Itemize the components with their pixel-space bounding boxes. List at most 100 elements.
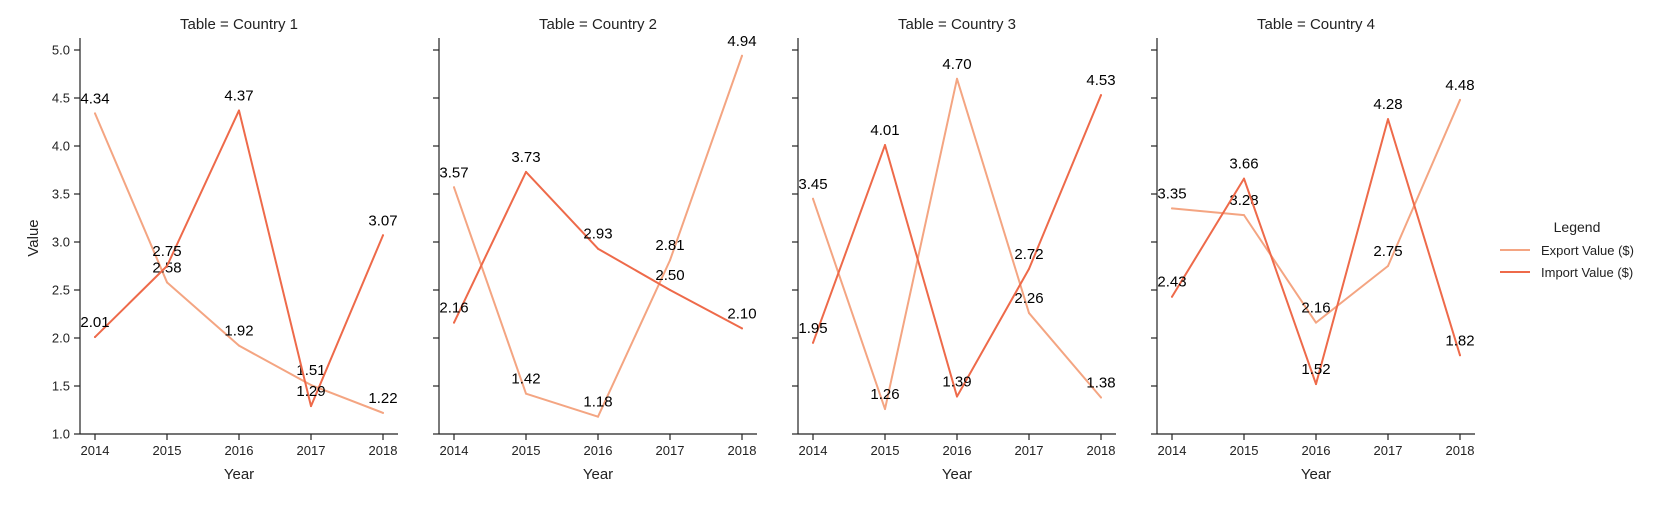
data-point	[1100, 396, 1102, 399]
data-label: 4.28	[1373, 96, 1402, 113]
data-point	[741, 327, 743, 330]
data-label: 3.45	[798, 176, 827, 193]
import-series-line	[812, 94, 1102, 398]
data-label: 2.72	[1014, 246, 1043, 263]
x-tick-label: 2015	[871, 443, 900, 458]
panel-title: Table = Country 1	[180, 16, 298, 33]
data-label: 4.34	[80, 90, 109, 107]
x-tick-label: 2016	[584, 443, 613, 458]
data-point	[238, 344, 240, 347]
y-tick-label: 2.0	[52, 331, 70, 346]
data-label: 3.66	[1229, 156, 1258, 173]
data-point	[382, 234, 384, 237]
data-label: 2.75	[1373, 243, 1402, 260]
data-point	[310, 405, 312, 408]
x-axis-label: Year	[942, 466, 972, 483]
y-tick-label: 1.5	[52, 379, 70, 394]
data-point	[1171, 295, 1173, 298]
data-point	[94, 336, 96, 339]
data-label: 1.18	[583, 394, 612, 411]
export-series-line	[812, 77, 1102, 411]
data-point	[94, 112, 96, 115]
data-label: 3.35	[1157, 185, 1186, 202]
legend-entry-label: Import Value ($)	[1541, 265, 1633, 280]
x-tick-label: 2015	[153, 443, 182, 458]
data-point	[1243, 177, 1245, 180]
data-point	[956, 395, 958, 398]
data-point	[669, 259, 671, 262]
data-label: 2.93	[583, 226, 612, 243]
data-point	[597, 415, 599, 418]
x-tick-label: 2016	[1302, 443, 1331, 458]
data-label: 1.29	[296, 383, 325, 400]
data-point	[1459, 98, 1461, 101]
data-label: 1.39	[942, 374, 971, 391]
y-tick-label: 4.0	[52, 139, 70, 154]
y-tick-label: 2.5	[52, 283, 70, 298]
data-label: 4.37	[224, 87, 253, 104]
data-point	[1315, 383, 1317, 386]
data-point	[1028, 312, 1030, 315]
data-point	[1387, 118, 1389, 121]
x-tick-label: 2014	[81, 443, 110, 458]
data-label: 1.95	[798, 320, 827, 337]
x-tick-label: 2017	[1015, 443, 1044, 458]
data-label: 2.50	[655, 267, 684, 284]
data-point	[166, 281, 168, 284]
data-label: 3.57	[439, 164, 468, 181]
panel-title: Table = Country 4	[1257, 16, 1375, 33]
data-label: 1.92	[224, 323, 253, 340]
data-label: 3.07	[368, 212, 397, 229]
y-tick-label: 3.5	[52, 187, 70, 202]
data-label: 1.38	[1086, 375, 1115, 392]
panel-title: Table = Country 2	[539, 16, 657, 33]
data-label: 4.48	[1445, 77, 1474, 94]
data-point	[956, 77, 958, 80]
x-axis-label: Year	[224, 466, 254, 483]
data-label: 3.73	[511, 149, 540, 166]
data-point	[166, 265, 168, 267]
x-tick-label: 2017	[297, 443, 326, 458]
data-label: 2.16	[439, 300, 468, 317]
legend-title: Legend	[1554, 219, 1601, 235]
data-label: 3.28	[1229, 192, 1258, 209]
legend-entry-label: Export Value ($)	[1541, 243, 1634, 258]
panel-title: Table = Country 3	[898, 16, 1016, 33]
data-point	[238, 109, 240, 112]
x-tick-label: 2018	[369, 443, 398, 458]
x-tick-label: 2015	[512, 443, 541, 458]
data-point	[1315, 321, 1317, 324]
data-point	[812, 341, 814, 344]
data-point	[1028, 267, 1030, 270]
x-axis-label: Year	[1301, 466, 1331, 483]
data-point	[453, 186, 455, 189]
data-label: 1.52	[1301, 361, 1330, 378]
data-point	[884, 144, 886, 147]
data-label: 2.01	[80, 314, 109, 331]
x-tick-label: 2015	[1230, 443, 1259, 458]
x-tick-label: 2018	[1087, 443, 1116, 458]
x-tick-label: 2016	[943, 443, 972, 458]
data-label: 2.10	[727, 305, 756, 322]
data-label: 2.26	[1014, 290, 1043, 307]
y-tick-label: 4.5	[52, 91, 70, 106]
data-point	[1387, 265, 1389, 267]
x-tick-label: 2016	[225, 443, 254, 458]
y-axis-label: Value	[25, 219, 42, 256]
data-label: 1.26	[870, 386, 899, 403]
x-tick-label: 2018	[728, 443, 757, 458]
data-point	[741, 54, 743, 57]
x-axis-label: Year	[583, 466, 613, 483]
data-label: 1.82	[1445, 332, 1474, 349]
data-point	[1100, 94, 1102, 97]
import-series-line	[1171, 118, 1461, 386]
data-point	[1459, 354, 1461, 357]
data-label: 2.43	[1157, 274, 1186, 291]
data-point	[382, 411, 384, 414]
y-tick-label: 1.0	[52, 427, 70, 442]
data-label: 2.16	[1301, 300, 1330, 317]
data-point	[597, 247, 599, 250]
x-tick-label: 2018	[1446, 443, 1475, 458]
